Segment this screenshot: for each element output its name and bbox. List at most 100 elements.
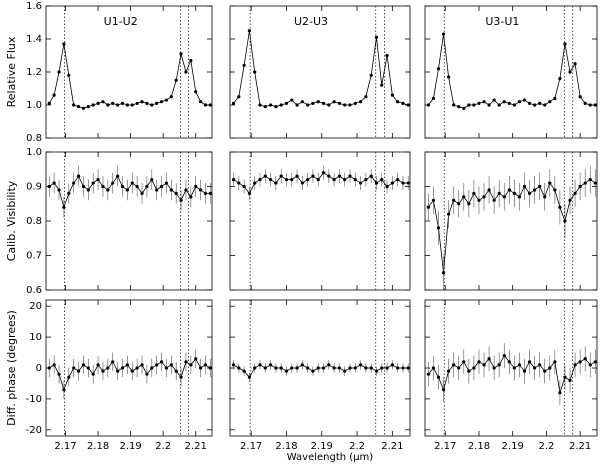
data-point [332,178,336,182]
data-point [492,366,496,370]
data-point [583,181,587,185]
data-point [538,101,542,105]
y-axis-label: Calib. Visibility [5,180,18,261]
data-point [174,78,178,82]
data-point [194,184,198,189]
data-point [150,103,154,107]
data-point [62,42,66,46]
data-point [431,96,436,100]
x-tick-label: 2.21 [569,441,591,452]
data-point [467,369,471,373]
data-point [568,70,572,74]
data-point [130,103,134,107]
data-point [482,100,486,104]
x-tick-label: 2.17 [54,441,76,452]
data-point [231,178,236,182]
data-point [306,366,310,370]
data-point [548,181,552,185]
data-point [242,184,246,189]
data-point [135,366,139,370]
data-point [426,372,430,376]
data-point [385,366,389,370]
data-point [247,375,252,379]
data-point [563,375,567,379]
data-point [441,388,446,392]
data-point [72,181,76,185]
data-point [311,174,315,178]
data-point [290,98,294,102]
data-point [76,369,81,373]
data-point [279,103,283,107]
data-point [588,363,592,367]
data-point [457,105,461,109]
data-point [268,363,273,367]
data-point [247,191,252,195]
data-point [497,363,501,367]
data-point [140,191,144,195]
data-point [86,105,90,109]
data-point [327,103,331,107]
data-point [290,366,294,370]
data-point [231,101,236,105]
data-point [91,103,95,107]
data-point [396,366,400,370]
data-point [300,363,304,367]
data-point [593,103,597,107]
data-point [52,363,56,367]
data-point [543,369,547,373]
data-point [263,105,267,109]
data-point [327,174,331,178]
data-point [279,366,283,370]
data-point [343,103,347,107]
data-point [67,375,71,379]
data-point [563,42,567,46]
data-point [447,212,451,216]
data-line [233,364,409,378]
x-tick-label: 2.18 [468,441,490,452]
data-point [57,188,61,192]
data-point [237,366,241,370]
data-line [428,354,596,393]
y-tick-label: -20 [26,425,42,436]
column-title: U2-U3 [294,15,328,28]
data-point [253,70,257,74]
data-point [125,103,129,107]
data-point [96,178,100,182]
data-point [457,202,461,206]
data-point [477,101,481,105]
data-point [472,103,476,107]
data-point [482,195,486,199]
data-point [81,363,86,367]
data-point [492,98,496,102]
data-point [348,174,352,178]
data-point [284,101,289,105]
data-point [96,101,100,105]
data-point [295,103,299,107]
data-point [120,184,125,189]
data-point [111,101,115,105]
data-point [593,360,597,364]
data-point [62,205,66,209]
data-point [343,369,347,373]
data-point [401,101,405,105]
data-point [145,101,149,105]
data-point [306,178,310,182]
x-tick-label: 2.21 [185,441,207,452]
data-point [253,181,257,185]
data-point [116,369,120,373]
data-point [321,101,326,105]
data-point [203,191,208,195]
data-point [522,369,527,373]
data-point [406,181,410,185]
data-point [164,366,169,370]
data-line [49,357,211,391]
data-point [155,363,159,367]
data-point [533,366,537,370]
data-point [274,105,278,109]
data-point [242,63,246,67]
data-point [538,184,542,189]
data-point [527,101,532,105]
data-point [120,366,125,370]
data-point [517,195,522,199]
